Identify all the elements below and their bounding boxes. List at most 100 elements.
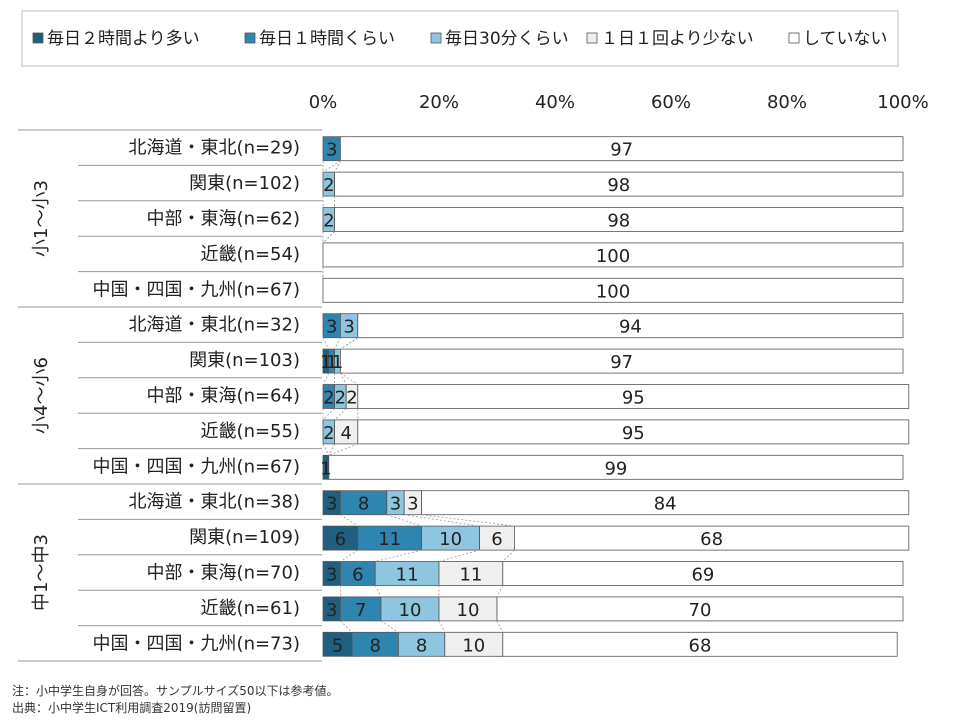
data-label: 3	[326, 140, 337, 161]
bar-segment	[502, 631, 898, 657]
legend-label: 毎日１時間くらい	[259, 29, 395, 49]
series-line	[340, 337, 359, 350]
series-line	[340, 372, 347, 385]
x-tick-label: 100%	[877, 92, 928, 113]
data-label: 68	[700, 529, 723, 550]
legend-swatch	[32, 32, 44, 44]
legend-swatch	[244, 32, 256, 44]
bar-segment	[334, 171, 904, 197]
data-label: 2	[323, 388, 334, 409]
data-label: 6	[352, 565, 363, 586]
data-label: 10	[399, 600, 422, 621]
legend-swatch	[586, 32, 598, 44]
bar-segment	[421, 525, 481, 551]
row-label: 近畿(n=61)	[201, 598, 300, 619]
bar-segment	[514, 525, 910, 551]
data-label: 1	[320, 458, 331, 479]
data-label: 84	[654, 494, 677, 515]
legend-label: していない	[803, 29, 888, 49]
series-line	[340, 514, 359, 527]
bar-segment	[351, 631, 399, 657]
row-label: 北海道・東北(n=29)	[129, 138, 300, 159]
bar-segment	[374, 561, 440, 586]
data-label: 4	[340, 423, 351, 444]
legend-box	[21, 10, 899, 67]
data-label: 10	[457, 600, 480, 621]
row-label: 北海道・東北(n=38)	[129, 492, 300, 513]
series-line	[496, 620, 504, 633]
bar-segment	[357, 419, 910, 445]
bar-segment	[502, 561, 904, 586]
bar-segment	[339, 348, 904, 374]
data-label: 1	[320, 352, 331, 373]
row-label: 関東(n=103)	[189, 350, 300, 371]
data-label: 8	[416, 635, 427, 656]
series-line	[328, 443, 358, 456]
data-label: 2	[335, 388, 346, 409]
group-label: 小1〜小3	[31, 180, 52, 257]
legend-swatch	[788, 32, 800, 44]
data-label: 2	[323, 423, 334, 444]
data-label: 2	[323, 211, 334, 232]
data-label: 99	[604, 458, 627, 479]
series-line	[322, 372, 330, 385]
series-line	[438, 620, 446, 633]
row-label: 中部・東海(n=70)	[147, 563, 300, 584]
x-tick-label: 20%	[419, 92, 459, 113]
group-label: 中1〜中3	[31, 534, 52, 611]
x-tick-label: 0%	[309, 92, 338, 113]
bar-segment	[496, 596, 904, 622]
row-label: 中部・東海(n=62)	[147, 209, 300, 230]
bar-segment	[334, 207, 904, 232]
data-label: 70	[689, 600, 712, 621]
data-label: 69	[691, 565, 714, 586]
x-tick-label: 40%	[535, 92, 575, 113]
series-line	[322, 408, 335, 421]
chart-source: 出典：小中学生ICT利用調査2019(訪問留置)	[12, 701, 252, 715]
series-line	[334, 408, 347, 421]
bar-segment	[339, 561, 376, 586]
data-label: 2	[346, 388, 357, 409]
data-label: 98	[607, 175, 630, 196]
series-line	[322, 160, 341, 173]
data-label: 2	[323, 175, 334, 196]
bar-segment	[357, 525, 422, 551]
data-label: 98	[607, 211, 630, 232]
series-line	[375, 549, 422, 562]
data-label: 3	[343, 317, 354, 338]
data-label: 1	[326, 352, 337, 373]
data-label: 3	[390, 494, 401, 515]
data-label: 68	[689, 635, 712, 656]
data-label: 11	[396, 565, 419, 586]
data-label: 100	[596, 281, 630, 302]
series-line	[404, 514, 480, 527]
legend-label: 毎日２時間より多い	[47, 29, 200, 49]
row-label: 近畿(n=54)	[201, 244, 300, 265]
row-label: 中部・東海(n=64)	[147, 386, 300, 407]
series-line	[496, 585, 504, 598]
data-label: 95	[622, 423, 645, 444]
row-label: 北海道・東北(n=32)	[129, 315, 300, 336]
bar-segment	[357, 384, 910, 409]
series-line	[502, 549, 515, 562]
data-label: 6	[491, 529, 502, 550]
series-line	[380, 620, 399, 633]
data-label: 3	[326, 600, 337, 621]
data-label: 3	[326, 565, 337, 586]
data-label: 3	[326, 317, 337, 338]
bar-segment	[322, 277, 904, 303]
series-line	[334, 337, 341, 350]
data-label: 11	[378, 529, 401, 550]
data-label: 5	[332, 635, 343, 656]
legend-label: 毎日30分くらい	[445, 29, 569, 49]
group-label: 小4〜小6	[31, 357, 52, 434]
bar-segment	[357, 313, 904, 339]
series-line	[340, 549, 359, 562]
data-label: 95	[622, 388, 645, 409]
row-label: 中国・四国・九州(n=73)	[93, 633, 300, 654]
data-label: 3	[407, 494, 418, 515]
series-line	[334, 160, 341, 173]
bar-segment	[322, 242, 904, 268]
series-line	[421, 514, 515, 527]
